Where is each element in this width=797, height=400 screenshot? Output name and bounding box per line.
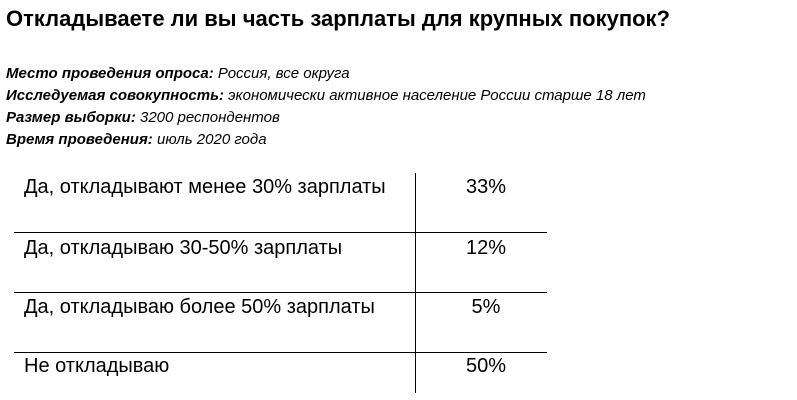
row-value: 5% bbox=[471, 296, 501, 318]
survey-info-location: Место проведения опроса: Россия, все окр… bbox=[6, 63, 791, 85]
row-divider bbox=[14, 232, 547, 233]
results-table: Да, откладывают менее 30% зарплаты 33% Д… bbox=[14, 173, 547, 393]
row-label: Да, откладываю 30-50% зарплаты bbox=[24, 237, 343, 259]
survey-info-value: Россия, все округа bbox=[217, 65, 350, 82]
row-value: 50% bbox=[465, 355, 507, 377]
survey-info-key: Место проведения опроса: bbox=[6, 65, 214, 82]
survey-info: Место проведения опроса: Россия, все окр… bbox=[6, 63, 791, 151]
survey-info-key: Время проведения: bbox=[6, 131, 153, 148]
survey-info-value: 3200 респондентов bbox=[140, 109, 280, 126]
row-label: Да, откладываю более 50% зарплаты bbox=[24, 296, 375, 318]
survey-info-value: экономически активное население России с… bbox=[228, 87, 646, 104]
row-value: 12% bbox=[465, 237, 507, 259]
row-divider bbox=[14, 292, 547, 293]
survey-info-population: Исследуемая совокупность: экономически а… bbox=[6, 85, 791, 107]
survey-info-sample-size: Размер выборки: 3200 респондентов bbox=[6, 107, 791, 129]
survey-info-key: Размер выборки: bbox=[6, 109, 136, 126]
row-value: 33% bbox=[465, 176, 507, 198]
row-label: Не откладываю bbox=[24, 355, 170, 377]
chart-title: Откладываете ли вы часть зарплаты для кр… bbox=[6, 6, 670, 31]
survey-info-key: Исследуемая совокупность: bbox=[6, 87, 224, 104]
row-label: Да, откладывают менее 30% зарплаты bbox=[24, 176, 386, 198]
column-divider bbox=[415, 173, 416, 393]
survey-info-time: Время проведения: июль 2020 года bbox=[6, 129, 791, 151]
row-divider bbox=[14, 352, 547, 353]
survey-info-value: июль 2020 года bbox=[156, 131, 267, 148]
